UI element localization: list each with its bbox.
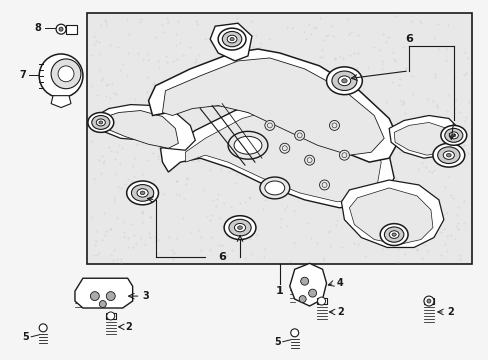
Bar bbox=[105, 313, 116, 319]
Circle shape bbox=[329, 121, 339, 130]
Circle shape bbox=[264, 121, 274, 130]
Text: 2: 2 bbox=[446, 307, 453, 317]
Ellipse shape bbox=[437, 147, 459, 163]
Ellipse shape bbox=[388, 231, 398, 238]
Ellipse shape bbox=[451, 134, 455, 137]
Ellipse shape bbox=[264, 181, 284, 195]
Ellipse shape bbox=[391, 233, 395, 236]
Ellipse shape bbox=[234, 136, 262, 154]
Circle shape bbox=[300, 277, 308, 285]
Ellipse shape bbox=[137, 189, 148, 197]
Polygon shape bbox=[148, 49, 398, 162]
Circle shape bbox=[322, 183, 326, 188]
Ellipse shape bbox=[380, 224, 407, 246]
Circle shape bbox=[426, 299, 430, 303]
Circle shape bbox=[423, 296, 433, 306]
Ellipse shape bbox=[224, 216, 255, 239]
Circle shape bbox=[306, 158, 311, 163]
Circle shape bbox=[319, 180, 329, 190]
Text: 2: 2 bbox=[125, 322, 132, 332]
Ellipse shape bbox=[126, 181, 158, 205]
Circle shape bbox=[304, 155, 314, 165]
Polygon shape bbox=[101, 111, 178, 148]
Ellipse shape bbox=[229, 37, 234, 41]
Polygon shape bbox=[289, 264, 326, 306]
Polygon shape bbox=[160, 99, 393, 208]
Text: 7: 7 bbox=[20, 70, 26, 80]
Ellipse shape bbox=[227, 131, 267, 159]
Bar bbox=[316, 298, 326, 304]
Ellipse shape bbox=[140, 191, 144, 195]
Circle shape bbox=[339, 150, 349, 160]
Circle shape bbox=[341, 153, 346, 158]
Ellipse shape bbox=[338, 76, 350, 86]
Ellipse shape bbox=[444, 129, 462, 142]
Circle shape bbox=[297, 133, 302, 138]
Bar bbox=[423, 298, 433, 304]
FancyBboxPatch shape bbox=[87, 13, 471, 264]
Circle shape bbox=[106, 292, 115, 301]
Ellipse shape bbox=[448, 132, 457, 139]
Ellipse shape bbox=[92, 116, 110, 129]
Circle shape bbox=[90, 292, 99, 301]
Circle shape bbox=[331, 123, 336, 128]
Circle shape bbox=[51, 59, 81, 89]
Circle shape bbox=[279, 143, 289, 153]
Text: 1: 1 bbox=[275, 286, 283, 296]
Text: 5: 5 bbox=[273, 337, 280, 347]
Polygon shape bbox=[210, 23, 251, 61]
Ellipse shape bbox=[326, 67, 362, 95]
Polygon shape bbox=[349, 188, 432, 244]
Ellipse shape bbox=[446, 153, 450, 157]
Polygon shape bbox=[185, 107, 381, 202]
Ellipse shape bbox=[218, 28, 245, 50]
Text: 6: 6 bbox=[218, 252, 225, 262]
Polygon shape bbox=[341, 180, 443, 247]
Circle shape bbox=[39, 54, 83, 98]
Ellipse shape bbox=[228, 219, 251, 236]
Ellipse shape bbox=[88, 113, 114, 132]
Text: 6: 6 bbox=[404, 34, 412, 44]
Ellipse shape bbox=[96, 119, 105, 126]
Ellipse shape bbox=[432, 143, 464, 167]
Ellipse shape bbox=[234, 224, 245, 232]
Circle shape bbox=[99, 301, 106, 307]
Circle shape bbox=[282, 146, 286, 151]
Ellipse shape bbox=[440, 125, 466, 145]
Circle shape bbox=[267, 123, 272, 128]
Ellipse shape bbox=[99, 121, 102, 124]
Ellipse shape bbox=[442, 151, 453, 159]
Text: 3: 3 bbox=[142, 291, 149, 301]
Circle shape bbox=[56, 24, 66, 34]
Circle shape bbox=[317, 297, 325, 305]
Circle shape bbox=[308, 289, 316, 297]
Ellipse shape bbox=[260, 177, 289, 199]
Ellipse shape bbox=[331, 71, 356, 90]
Polygon shape bbox=[51, 96, 71, 108]
Polygon shape bbox=[162, 58, 384, 155]
Circle shape bbox=[294, 130, 304, 140]
Circle shape bbox=[290, 329, 298, 337]
Ellipse shape bbox=[237, 226, 242, 229]
Text: 8: 8 bbox=[34, 23, 41, 33]
Circle shape bbox=[39, 324, 47, 332]
Polygon shape bbox=[393, 122, 452, 155]
Circle shape bbox=[59, 27, 63, 31]
Circle shape bbox=[58, 66, 74, 82]
Circle shape bbox=[299, 296, 305, 302]
Bar bbox=[66, 25, 77, 34]
Circle shape bbox=[106, 312, 115, 320]
Polygon shape bbox=[388, 116, 458, 158]
Polygon shape bbox=[75, 278, 132, 308]
Ellipse shape bbox=[341, 79, 346, 83]
Text: 5: 5 bbox=[22, 332, 29, 342]
Ellipse shape bbox=[222, 31, 242, 47]
Text: 4: 4 bbox=[336, 278, 343, 288]
Ellipse shape bbox=[131, 185, 153, 201]
Text: 2: 2 bbox=[337, 307, 344, 317]
Ellipse shape bbox=[227, 35, 237, 43]
Ellipse shape bbox=[384, 227, 403, 242]
Polygon shape bbox=[97, 105, 195, 150]
